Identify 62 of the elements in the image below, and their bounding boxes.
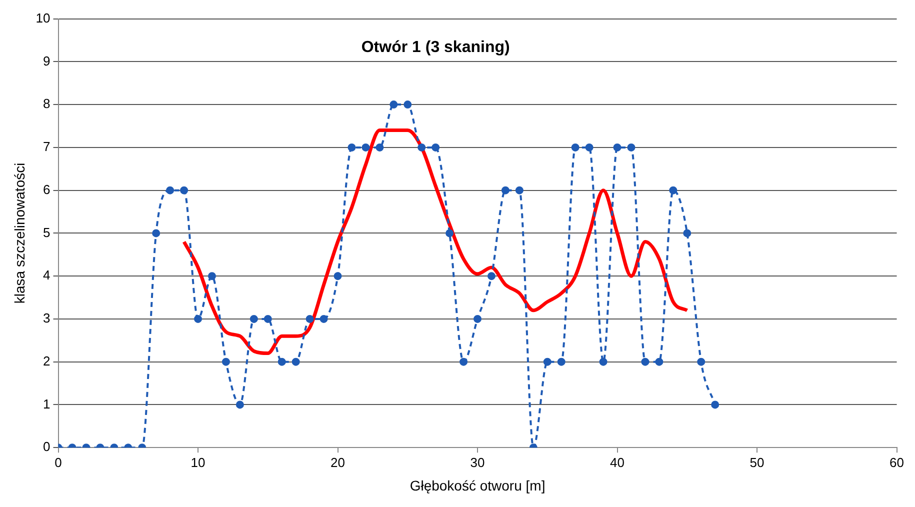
line-series xyxy=(182,128,689,356)
point xyxy=(683,229,692,238)
x-axis-title: Głębokość otworu [m] xyxy=(410,477,546,494)
point xyxy=(460,358,468,366)
text: Otwór 1 (3 skaning) xyxy=(361,39,510,56)
y-tick-label: 8 xyxy=(43,96,50,112)
point xyxy=(278,358,286,366)
point xyxy=(390,100,398,109)
y-tick-label: 10 xyxy=(36,10,50,26)
point xyxy=(222,358,230,366)
x-tick-label: 10 xyxy=(190,454,206,470)
point xyxy=(236,400,244,409)
point xyxy=(501,186,510,194)
point xyxy=(152,229,160,238)
point xyxy=(250,314,258,323)
point xyxy=(669,186,678,194)
y-tick-label: 4 xyxy=(43,268,50,283)
point xyxy=(208,272,216,280)
point xyxy=(655,358,664,366)
point xyxy=(432,143,440,152)
x-tick-label: 0 xyxy=(54,454,62,470)
y-tick-label: 5 xyxy=(43,224,50,240)
point xyxy=(585,143,594,152)
y-tick-label: 0 xyxy=(43,439,50,454)
y-tick-label: 3 xyxy=(43,310,50,326)
point xyxy=(348,143,356,152)
point xyxy=(404,100,412,109)
point xyxy=(166,186,174,194)
point xyxy=(613,143,622,152)
point xyxy=(292,358,300,366)
x-tick-label: 40 xyxy=(610,454,624,470)
y-axis-title: klasa szczelinowatości xyxy=(11,162,28,304)
point xyxy=(194,314,202,323)
point xyxy=(557,358,566,366)
x-tick-label: 50 xyxy=(750,454,764,470)
point xyxy=(599,358,608,366)
point xyxy=(627,143,636,152)
x-tick-label: 60 xyxy=(890,454,904,470)
y-tick-label: 6 xyxy=(43,182,50,197)
point xyxy=(180,186,188,194)
x-tick-label: 20 xyxy=(330,454,345,470)
point xyxy=(515,186,524,194)
point xyxy=(571,143,580,152)
point xyxy=(543,358,552,366)
point xyxy=(641,358,650,366)
point xyxy=(320,314,328,323)
point xyxy=(711,400,720,409)
x-tick-label: 30 xyxy=(470,454,485,470)
point xyxy=(446,229,454,238)
y-tick-label: 1 xyxy=(43,396,50,412)
point xyxy=(418,143,426,152)
point xyxy=(487,272,496,280)
point xyxy=(306,314,314,323)
point xyxy=(376,143,384,152)
y-tick-label: 2 xyxy=(43,353,50,368)
point xyxy=(334,272,342,280)
point xyxy=(362,143,370,152)
point xyxy=(474,314,482,323)
y-tick-label: 9 xyxy=(43,53,50,68)
point xyxy=(697,358,706,366)
y-tick-label: 7 xyxy=(43,139,50,154)
point xyxy=(264,314,272,323)
